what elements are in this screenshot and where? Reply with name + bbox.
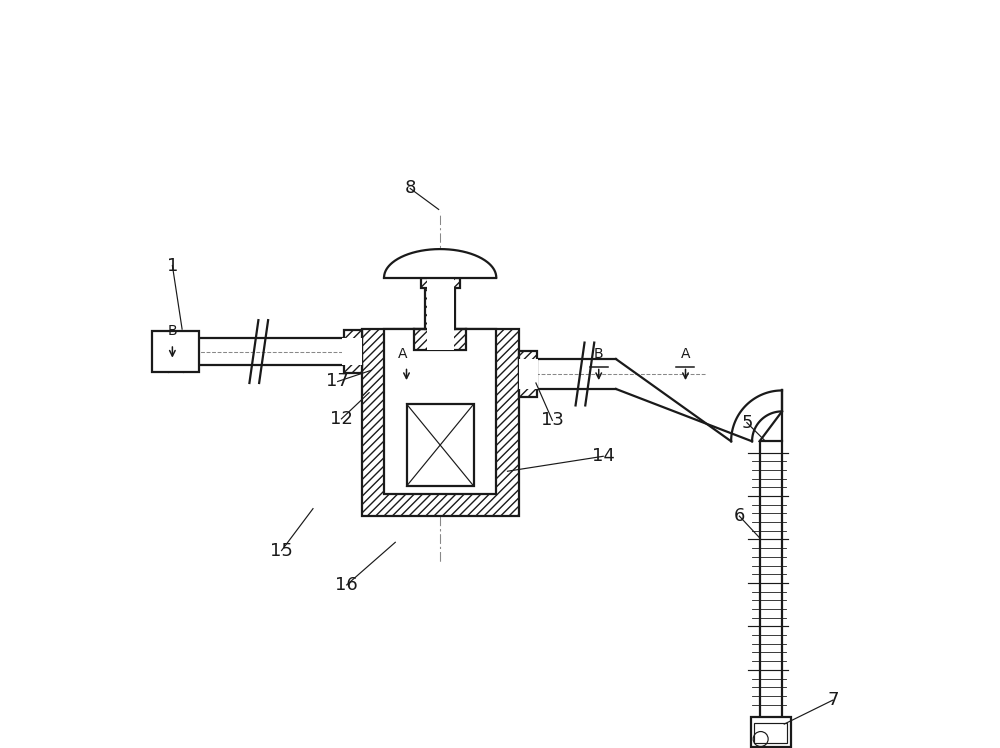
Text: 16: 16 xyxy=(335,576,358,594)
Bar xyxy=(414,329,466,350)
Text: 1: 1 xyxy=(167,257,178,275)
Bar xyxy=(427,322,454,350)
Bar xyxy=(421,278,460,288)
Bar xyxy=(427,288,454,329)
Bar xyxy=(760,441,782,718)
Text: 17: 17 xyxy=(326,373,349,390)
Text: A: A xyxy=(398,346,408,361)
Text: 8: 8 xyxy=(405,180,416,197)
Text: 13: 13 xyxy=(541,411,564,429)
Bar xyxy=(751,717,791,747)
Text: 5: 5 xyxy=(741,414,753,432)
Text: 12: 12 xyxy=(330,410,353,428)
Bar xyxy=(519,351,537,397)
Bar xyxy=(362,329,519,516)
Text: 7: 7 xyxy=(827,691,839,709)
Bar xyxy=(406,404,474,486)
Bar xyxy=(384,329,496,494)
Text: B: B xyxy=(168,324,177,338)
Bar xyxy=(344,330,362,373)
Bar xyxy=(384,329,496,494)
Text: B: B xyxy=(594,346,604,361)
Text: 6: 6 xyxy=(734,507,745,525)
Text: 15: 15 xyxy=(270,542,293,560)
Text: 14: 14 xyxy=(592,447,615,465)
Bar xyxy=(519,359,538,389)
Bar xyxy=(427,276,454,288)
Bar xyxy=(152,331,199,372)
Bar xyxy=(754,723,787,743)
Bar xyxy=(425,288,455,329)
Bar xyxy=(342,338,362,365)
Text: A: A xyxy=(681,346,690,361)
